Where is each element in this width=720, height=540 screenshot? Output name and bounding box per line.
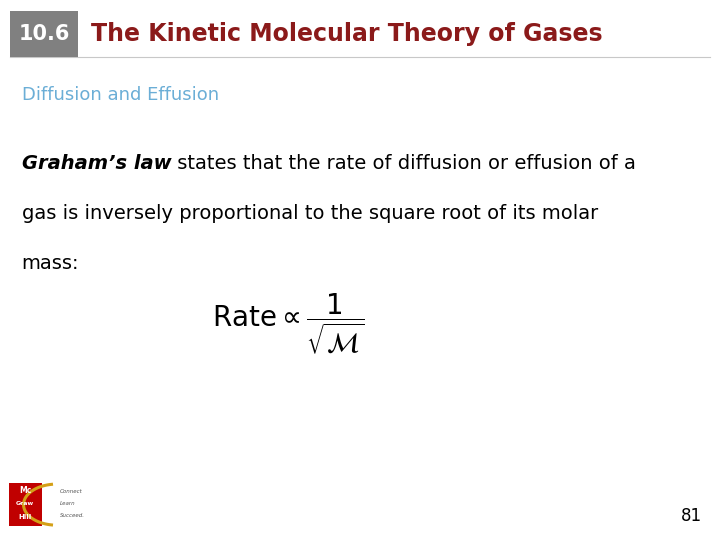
Text: states that the rate of diffusion or effusion of a: states that the rate of diffusion or eff… [171,154,636,173]
Text: Graw: Graw [16,501,35,506]
Text: Diffusion and Effusion: Diffusion and Effusion [22,85,219,104]
FancyBboxPatch shape [9,483,42,526]
Text: Graham’s law: Graham’s law [22,154,171,173]
Text: Mc: Mc [19,486,32,495]
Text: 10.6: 10.6 [19,24,70,44]
Text: Succeed.: Succeed. [60,514,85,518]
Text: Learn: Learn [60,501,76,506]
FancyBboxPatch shape [10,11,78,57]
Text: The Kinetic Molecular Theory of Gases: The Kinetic Molecular Theory of Gases [91,22,603,46]
Text: Hill: Hill [19,514,32,520]
Text: mass:: mass: [22,254,79,273]
Text: 81: 81 [681,507,702,525]
Text: gas is inversely proportional to the square root of its molar: gas is inversely proportional to the squ… [22,204,598,223]
Text: $\mathrm{Rate} \propto \dfrac{1}{\sqrt{\mathcal{M}}}$: $\mathrm{Rate} \propto \dfrac{1}{\sqrt{\… [212,292,364,356]
Text: Connect: Connect [60,489,83,494]
